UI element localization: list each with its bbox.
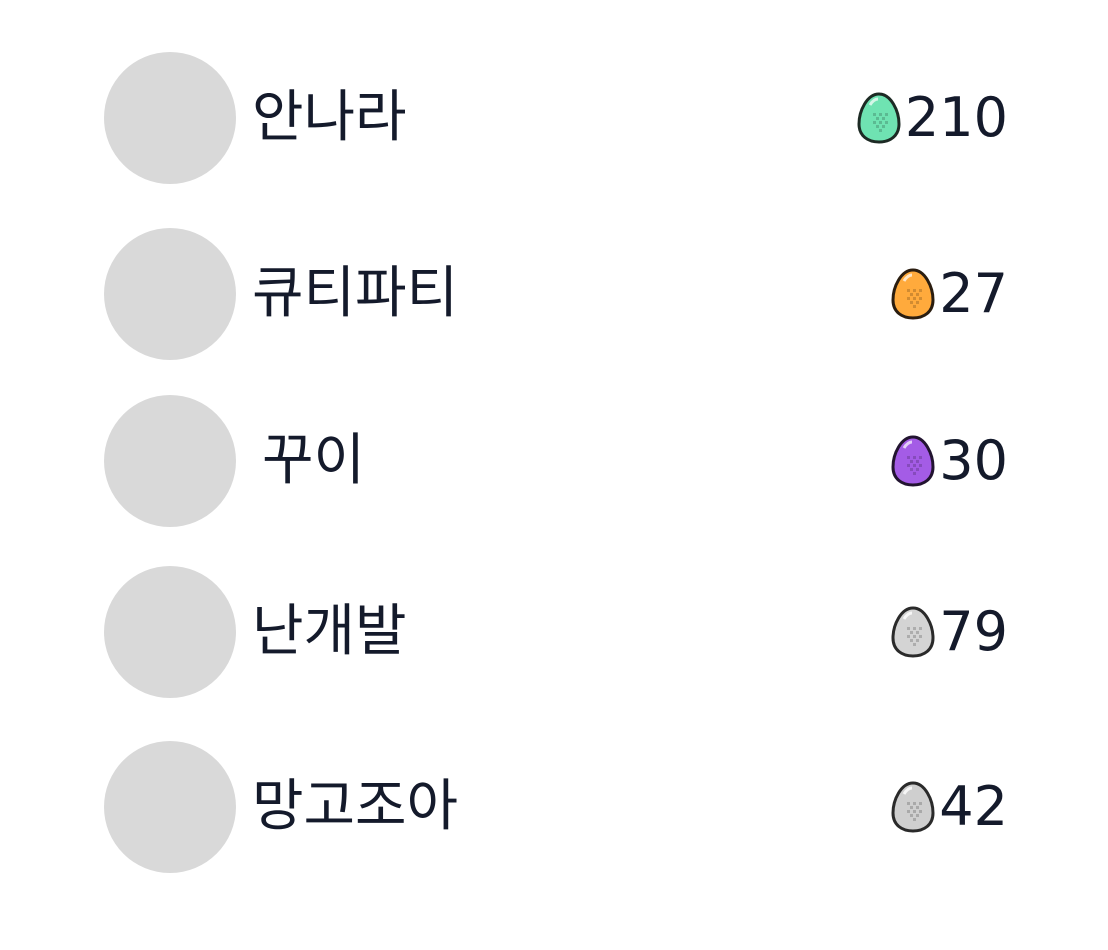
green-egg-icon [857, 92, 901, 144]
avatar [104, 566, 236, 698]
gray-egg-icon [891, 781, 935, 833]
score: 30 [889, 395, 1008, 527]
score-value: 42 [939, 775, 1008, 838]
leaderboard-row[interactable]: 큐티파티 27 [0, 228, 1108, 360]
avatar [104, 52, 236, 184]
score-value: 30 [939, 429, 1008, 492]
score-value: 210 [904, 86, 1008, 149]
avatar [104, 228, 236, 360]
player-name: 망고조아 [252, 774, 459, 839]
score-value: 27 [939, 262, 1008, 325]
player-name: 난개발 [252, 599, 407, 664]
leaderboard-row[interactable]: 안나라 210 [0, 52, 1108, 184]
player-name: 큐티파티 [252, 261, 459, 326]
leaderboard-row[interactable]: 난개발 79 [0, 566, 1108, 698]
avatar [104, 741, 236, 873]
leaderboard-row[interactable]: 꾸이 30 [0, 395, 1108, 527]
score: 27 [889, 228, 1008, 360]
player-name: 꾸이 [262, 428, 366, 493]
score: 42 [889, 741, 1008, 873]
leaderboard-row[interactable]: 망고조아 42 [0, 741, 1108, 873]
gray-egg-icon [891, 606, 935, 658]
score: 79 [889, 566, 1008, 698]
player-name: 안나라 [252, 85, 407, 150]
orange-egg-icon [891, 268, 935, 320]
score-value: 79 [939, 600, 1008, 663]
score: 210 [855, 52, 1008, 184]
avatar [104, 395, 236, 527]
purple-egg-icon [891, 435, 935, 487]
